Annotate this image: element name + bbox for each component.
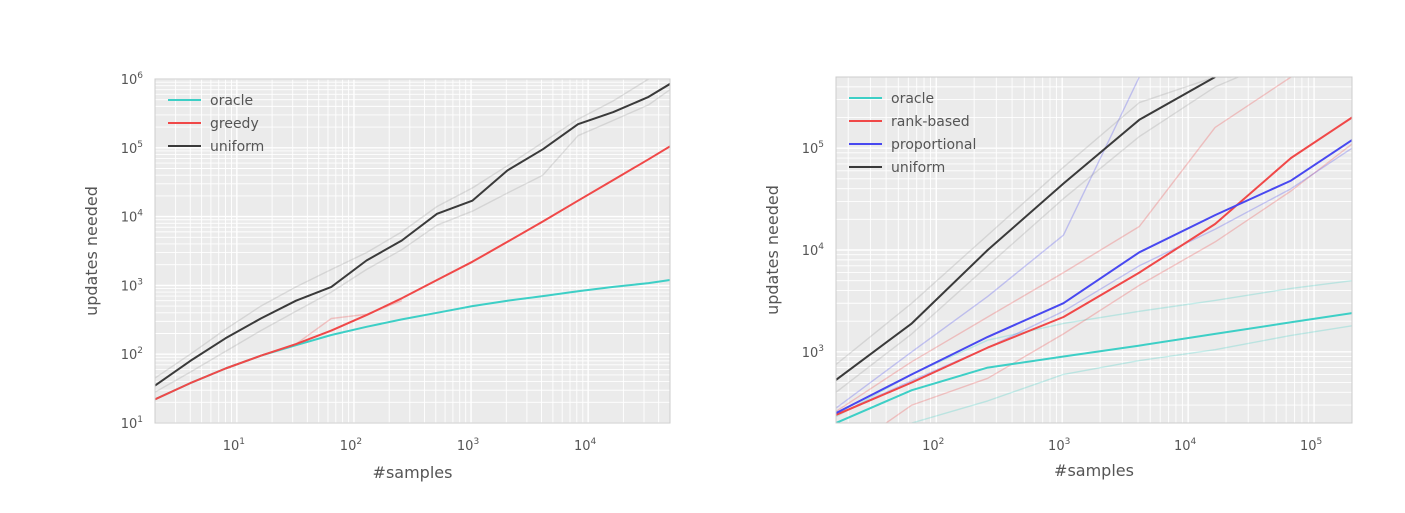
series-line-faint: [885, 143, 1352, 423]
series-line-faint: [836, 147, 1352, 416]
series-line-faint: [155, 79, 649, 379]
y-tick-label: 103: [802, 344, 824, 361]
chart-1: 101 102 103 104 101 102 103 104 105 106 #samples up…: [82, 71, 671, 482]
x-axis-label: #samples: [1054, 461, 1134, 480]
series-line-faint: [836, 77, 1239, 393]
series-group: [836, 77, 1352, 423]
y-tick-label: 105: [802, 140, 824, 157]
series-line-faint: [155, 89, 670, 393]
series-line-oracle: [836, 312, 1352, 423]
y-tick-label: 104: [802, 242, 825, 259]
legend-label: proportional: [891, 137, 976, 153]
series-line-greedy: [155, 145, 670, 401]
series-group: [155, 79, 670, 401]
grid: [154, 78, 671, 424]
x-tick-label: 103: [1048, 437, 1070, 454]
y-tick-label: 104: [121, 209, 144, 226]
legend-label: oracle: [891, 91, 934, 107]
y-tick-label: 105: [121, 140, 143, 157]
y-tick-label: 101: [121, 415, 143, 432]
y-axis-label: updates needed: [763, 185, 782, 315]
y-tick-label: 103: [121, 277, 143, 294]
y-tick-label: 102: [121, 346, 143, 363]
series-line-proportional: [836, 139, 1352, 414]
plot-border: [154, 78, 671, 424]
y-tick-label: 106: [121, 71, 144, 88]
legend-label: uniform: [210, 139, 264, 155]
chart-2: 102 103 104 105 103 104 105 #samples updates nee…: [763, 76, 1353, 480]
y-axis-label: updates needed: [82, 186, 101, 316]
legend: oracle greedy uniform: [168, 93, 264, 155]
series-line-uniform: [155, 83, 670, 387]
x-tick-label: 105: [1300, 437, 1322, 454]
series-line-faint: [836, 77, 1140, 409]
x-tick-label: 101: [223, 437, 245, 454]
x-tick-label: 102: [340, 437, 362, 454]
x-tick-label: 104: [574, 437, 597, 454]
series-line-faint: [836, 77, 1292, 412]
series-line-uniform: [836, 77, 1216, 381]
series-line-rank-based: [836, 116, 1352, 416]
x-tick-label: 104: [1174, 437, 1197, 454]
series-line-faint: [911, 325, 1352, 423]
plot-area: [155, 79, 670, 423]
legend-label: greedy: [210, 116, 259, 132]
x-axis-label: #samples: [373, 463, 453, 482]
legend-label: uniform: [891, 160, 945, 176]
series-line-faint: [836, 77, 1232, 366]
x-tick-label: 102: [922, 437, 944, 454]
legend-label: rank-based: [891, 114, 970, 130]
plot-border: [835, 76, 1353, 424]
legend-label: oracle: [210, 93, 253, 109]
x-tick-label: 103: [457, 437, 479, 454]
legend: oracle rank-based proportional uniform: [849, 91, 976, 176]
